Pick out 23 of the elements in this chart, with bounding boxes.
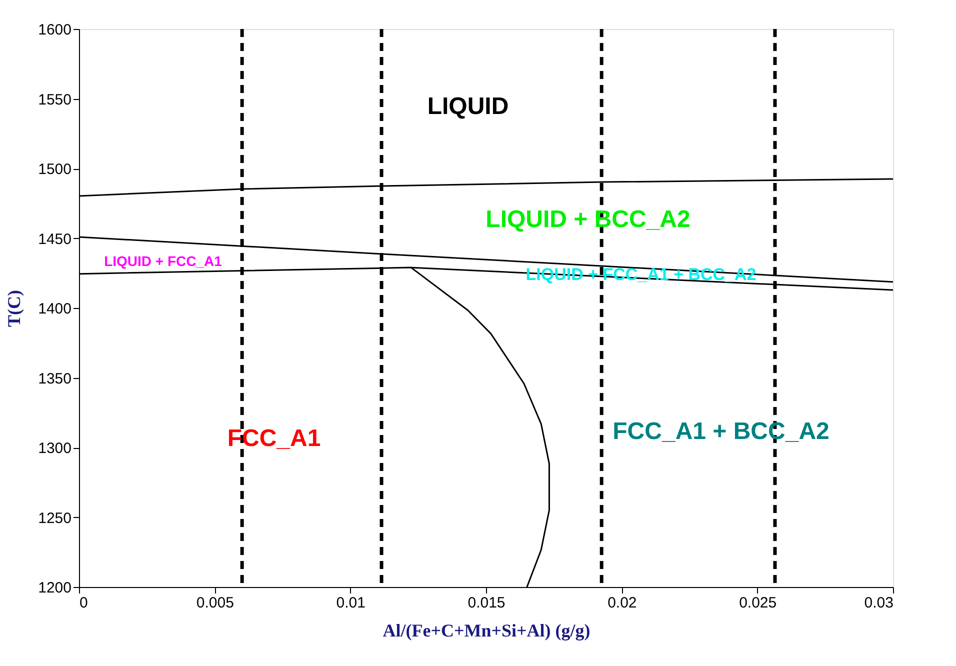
x-tick-label: 0.02 [608,594,637,612]
x-tick-label: 0.015 [468,594,506,612]
annotation: FCC_A1 + BCC_A2 [612,418,830,445]
y-tick-label: 1400 [38,300,72,318]
x-tick-label: 0.025 [739,594,777,612]
x-tick-label: 0.01 [336,594,366,612]
annotation: LIQUID [427,93,509,120]
y-tick-label: 1200 [38,580,72,596]
x-tick-label: 0 [80,594,88,612]
x-tick-label: 0.005 [196,594,234,612]
x-tick-label: 0.03 [864,594,894,612]
annotation: FCC_A1 [227,425,321,452]
y-tick-label: 1450 [38,230,72,248]
y-tick-label: 1600 [38,22,72,38]
y-axis-title: T(C) [4,290,24,327]
y-tick-label: 1300 [38,440,72,457]
annotation: LIQUID + FCC_A1 [104,253,222,269]
x-axis-title: Al/(Fe+C+Mn+Si+Al) (g/g) [382,620,590,640]
y-tick-label: 1550 [38,91,72,108]
y-tick-label: 1250 [38,510,72,527]
y-tick-label: 1350 [38,370,72,388]
y-tick-label: 1500 [38,161,72,178]
annotation: LIQUID + BCC_A2 [486,206,690,233]
